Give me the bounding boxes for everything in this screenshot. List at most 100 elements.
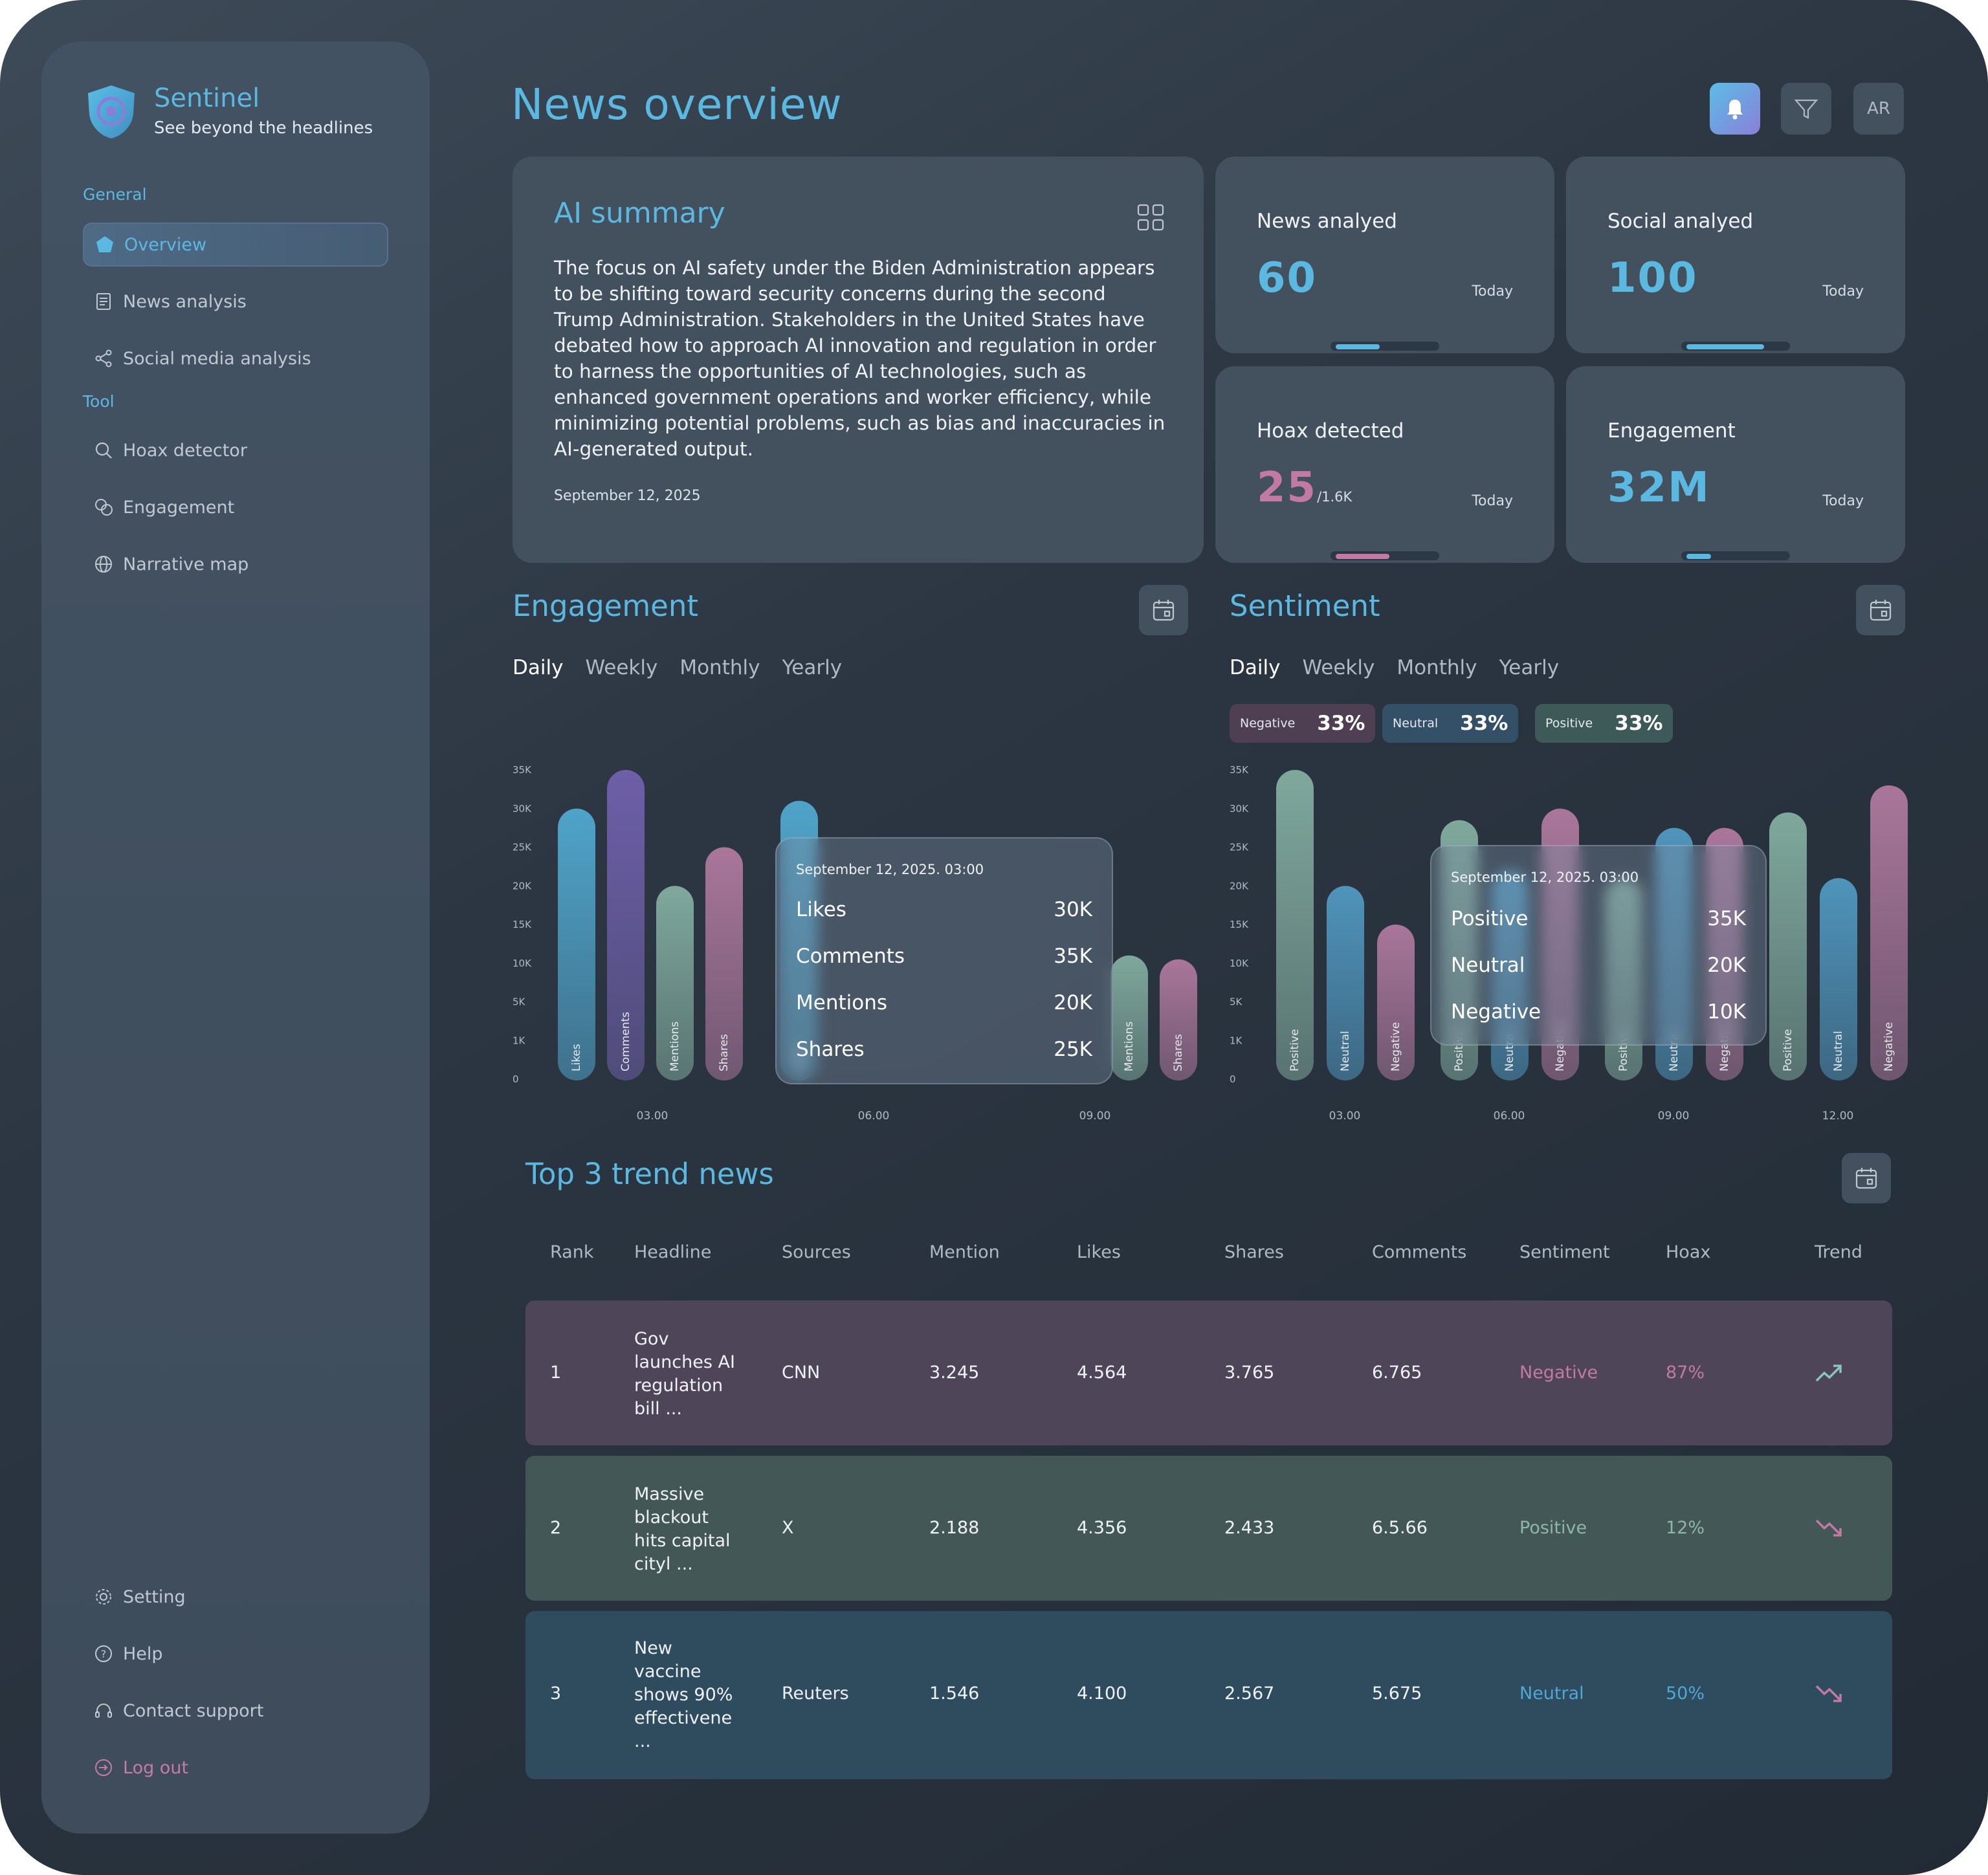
stat-progress-bar	[1331, 342, 1439, 351]
bar-label: Positive	[1782, 1029, 1795, 1071]
tab-yearly[interactable]: Yearly	[782, 656, 843, 679]
bar-negative[interactable]	[1377, 925, 1415, 1080]
tooltip-label: Negative	[1451, 1000, 1541, 1024]
table-row[interactable]: 3 New vaccine shows 90% effectivene ... …	[525, 1611, 1892, 1779]
page-title: News overview	[511, 80, 843, 129]
row-hoax: 50%	[1666, 1683, 1705, 1704]
col-rank[interactable]: Rank	[550, 1242, 594, 1262]
sidebar-item-narrative-map[interactable]: Narrative map	[83, 542, 388, 586]
engagement-calendar-button[interactable]	[1139, 585, 1188, 635]
tooltip-label: Mentions	[796, 991, 887, 1014]
y-tick-label: 15K	[513, 919, 532, 930]
sentiment-calendar-button[interactable]	[1856, 585, 1905, 635]
brand-tagline: See beyond the headlines	[154, 118, 373, 138]
sidebar-item-log-out[interactable]: Log out	[83, 1746, 388, 1790]
notification-button[interactable]	[1710, 83, 1760, 135]
trend-calendar-button[interactable]	[1842, 1153, 1891, 1203]
tab-weekly[interactable]: Weekly	[1302, 656, 1375, 679]
bar-label: Negative	[1883, 1022, 1895, 1071]
legend-value: 33%	[1317, 712, 1365, 735]
tooltip-row: Mentions 20K	[796, 991, 1092, 1014]
col-trend[interactable]: Trend	[1815, 1242, 1862, 1262]
col-hoax[interactable]: Hoax	[1666, 1242, 1711, 1262]
tooltip-value: 30K	[1054, 898, 1092, 921]
tab-weekly[interactable]: Weekly	[585, 656, 658, 679]
y-tick-label: 15K	[1230, 919, 1249, 930]
legend-value: 33%	[1460, 712, 1508, 735]
tooltip-row: Positive 35K	[1451, 907, 1746, 930]
y-tick-label: 5K	[1230, 996, 1243, 1008]
tooltip-value: 25K	[1054, 1038, 1092, 1061]
sidebar-item-label: Engagement	[123, 497, 235, 518]
col-mention[interactable]: Mention	[929, 1242, 1000, 1262]
row-sentiment: Neutral	[1519, 1683, 1584, 1704]
pentagon-icon	[93, 233, 116, 256]
bar-mentions[interactable]	[656, 886, 694, 1080]
row-hoax: 12%	[1666, 1518, 1705, 1538]
bar-negative[interactable]	[1870, 785, 1908, 1080]
tab-yearly[interactable]: Yearly	[1499, 656, 1560, 679]
row-headline[interactable]: Massive blackout hits capital cityl ...	[634, 1484, 731, 1574]
col-comments[interactable]: Comments	[1372, 1242, 1467, 1262]
table-row[interactable]: 1 Gov launches AI regulation bill ... CN…	[525, 1300, 1892, 1445]
table-row[interactable]: 2 Massive blackout hits capital cityl ..…	[525, 1456, 1892, 1601]
stat-progress-fill	[1686, 554, 1711, 559]
bar-shares[interactable]	[1160, 959, 1197, 1080]
search-icon	[92, 439, 115, 462]
tooltip-value: 20K	[1707, 954, 1746, 977]
legend-label: Neutral	[1393, 716, 1439, 730]
stat-value: 25/1.6K	[1257, 465, 1352, 520]
tab-monthly[interactable]: Monthly	[679, 656, 760, 679]
bar-comments[interactable]	[607, 770, 645, 1080]
row-mention: 3.245	[929, 1363, 980, 1383]
sentiment-title: Sentiment	[1230, 589, 1380, 623]
sidebar-item-label: Contact support	[123, 1700, 264, 1721]
tab-daily[interactable]: Daily	[513, 656, 564, 679]
row-headline[interactable]: New vaccine shows 90% effectivene ...	[634, 1638, 733, 1751]
col-shares[interactable]: Shares	[1224, 1242, 1284, 1262]
sidebar-item-setting[interactable]: Setting	[83, 1575, 388, 1619]
bar-shares[interactable]	[705, 847, 743, 1081]
bar-mentions[interactable]	[1110, 955, 1148, 1080]
brand[interactable]: Sentinel See beyond the headlines	[82, 82, 373, 141]
row-source: CNN	[782, 1363, 821, 1383]
bar-label: Mentions	[668, 1022, 681, 1071]
row-mention: 1.546	[929, 1683, 980, 1704]
col-likes[interactable]: Likes	[1077, 1242, 1121, 1262]
sidebar-item-contact-support[interactable]: Contact support	[83, 1689, 388, 1733]
tooltip-label: Neutral	[1451, 954, 1525, 977]
tab-monthly[interactable]: Monthly	[1397, 656, 1477, 679]
filter-icon	[1794, 99, 1818, 119]
sidebar-item-social-media-analysis[interactable]: Social media analysis	[83, 336, 388, 380]
bar-positive[interactable]	[1769, 812, 1807, 1080]
tooltip-label: Shares	[796, 1038, 865, 1061]
col-sources[interactable]: Sources	[782, 1242, 851, 1262]
calendar-icon	[1870, 600, 1892, 621]
sidebar-item-overview[interactable]: Overview	[83, 223, 388, 267]
bar-positive[interactable]	[1276, 770, 1314, 1080]
trend-down-icon	[1815, 1519, 1842, 1537]
sidebar-item-news-analysis[interactable]: News analysis	[83, 280, 388, 323]
sidebar-item-hoax-detector[interactable]: Hoax detector	[83, 428, 388, 472]
y-tick-label: 5K	[513, 996, 526, 1008]
tab-daily[interactable]: Daily	[1230, 656, 1281, 679]
stat-label: Hoax detected	[1257, 419, 1404, 443]
bar-neutral[interactable]	[1820, 878, 1857, 1080]
stat-sub: /1.6K	[1317, 489, 1353, 505]
filter-button[interactable]	[1781, 83, 1831, 135]
sidebar-item-engagement[interactable]: Engagement	[83, 485, 388, 529]
bar-neutral[interactable]	[1327, 886, 1364, 1080]
y-tick-label: 25K	[513, 842, 532, 853]
stat-period: Today	[1822, 493, 1864, 509]
stat-period: Today	[1822, 283, 1864, 300]
row-headline[interactable]: Gov launches AI regulation bill ...	[634, 1329, 735, 1419]
bar-likes[interactable]	[558, 808, 595, 1080]
col-sentiment[interactable]: Sentiment	[1519, 1242, 1610, 1262]
sidebar-item-help[interactable]: ? Help	[83, 1632, 388, 1676]
row-likes: 4.100	[1077, 1683, 1127, 1704]
avatar[interactable]: AR	[1853, 83, 1904, 135]
col-headline[interactable]: Headline	[634, 1242, 712, 1262]
grid-icon[interactable]	[1136, 203, 1165, 232]
stat-progress-bar	[1331, 551, 1439, 560]
trend-up-icon	[1815, 1365, 1842, 1382]
